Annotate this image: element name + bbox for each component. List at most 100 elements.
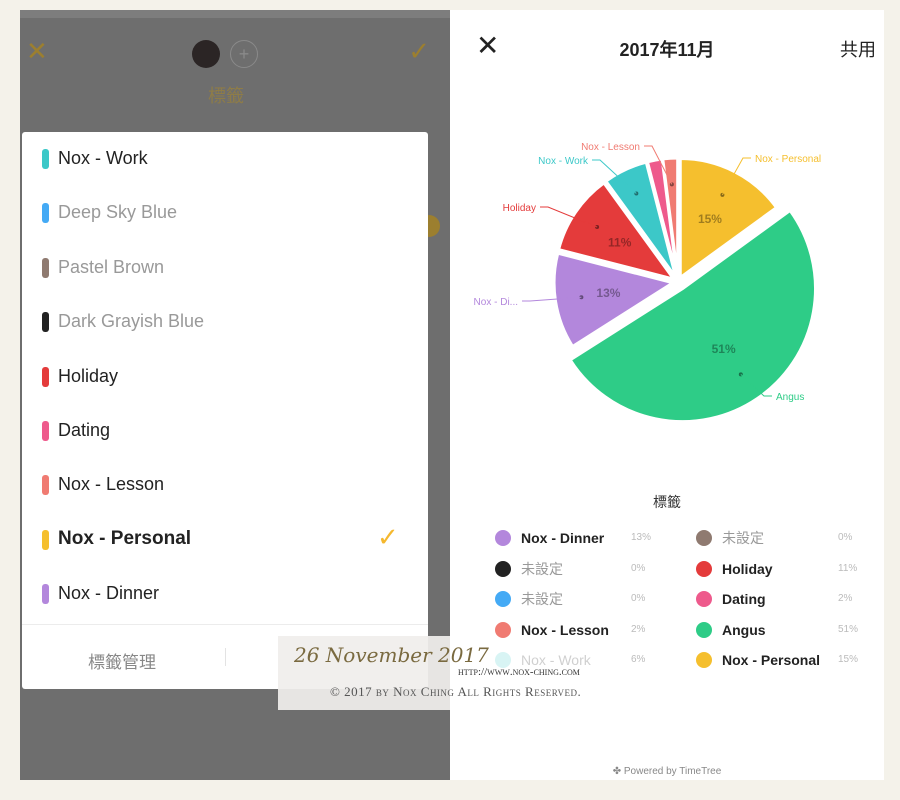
status-bar <box>20 10 450 18</box>
watermark-panel <box>278 636 450 710</box>
label-item[interactable]: Nox - Personal ✓ <box>22 513 428 567</box>
callout-label: Nox - Personal <box>755 154 821 165</box>
callout-line <box>592 159 637 194</box>
legend-percent: 2% <box>838 593 853 604</box>
pie-slice[interactable] <box>552 251 677 349</box>
page-title: 2017年11月 <box>619 40 715 60</box>
label-color-swatch <box>42 366 49 387</box>
legend-label: Angus <box>722 621 766 638</box>
watermark-date: 26 November 2017 <box>294 643 489 667</box>
label-item-name: Pastel Brown <box>58 256 165 277</box>
slice-percent-label: 11% <box>608 235 632 249</box>
label-menu: Nox - Work Deep Sky Blue Pastel Brown Dark … <box>22 132 428 689</box>
legend-color-dot <box>696 560 712 577</box>
label-item[interactable]: Nox - Dinner <box>22 567 428 621</box>
label-color-swatch <box>42 584 49 605</box>
legend-color-dot <box>696 621 712 638</box>
legend-color-dot <box>495 621 511 638</box>
legend-color-dot <box>495 530 511 546</box>
label-color-swatch <box>42 475 49 496</box>
callout-label: Nox - Di... <box>474 297 518 308</box>
label-item-name: Nox - Personal <box>58 527 192 549</box>
legend-percent: 0% <box>838 532 853 543</box>
label-item[interactable]: Pastel Brown <box>22 241 428 295</box>
add-member-icon[interactable]: + <box>230 40 258 68</box>
label-color-swatch <box>42 257 49 278</box>
label-item[interactable]: Nox - Work <box>22 132 428 186</box>
stats-screen: ✕ 2017年11月 共用 15% Nox - Personal 51% Angus 1… <box>450 10 884 780</box>
legend-label: 未設定 <box>722 530 764 546</box>
pie-slice[interactable] <box>568 208 817 424</box>
legend-item: Angus 51% <box>696 619 861 641</box>
legend-item: Nox - Lesson 2% <box>495 619 660 641</box>
legend-color-dot <box>696 530 712 546</box>
watermark-copyright: © 2017 by Nox Ching All Rights Reserved. <box>330 684 582 699</box>
callout-line <box>721 157 751 196</box>
label-item[interactable]: Holiday <box>22 350 428 404</box>
share-button[interactable]: 共用 <box>840 40 876 60</box>
legend-label: Nox - Lesson <box>521 621 609 638</box>
legend-label: Holiday <box>722 560 773 577</box>
editor-header: ✕ + ✓ <box>20 18 450 78</box>
label-item[interactable]: Dark Grayish Blue <box>22 295 428 349</box>
legend-color-dot <box>495 591 511 607</box>
pie-slice[interactable] <box>556 180 678 282</box>
label-item-name: Nox - Work <box>58 148 148 168</box>
label-item[interactable]: Deep Sky Blue <box>22 186 428 240</box>
background-title: 標籤 <box>208 86 244 106</box>
label-item-name: Deep Sky Blue <box>58 202 178 223</box>
screenshot-frame: ✕ + ✓ 標籤 Nox - Work Deep Sky Blue Pastel B… <box>20 10 884 780</box>
label-picker-screen: ✕ + ✓ 標籤 Nox - Work Deep Sky Blue Pastel B… <box>20 10 450 780</box>
label-color-swatch <box>42 312 49 333</box>
callout-line <box>540 206 598 228</box>
legend-item: Holiday 11% <box>696 558 861 580</box>
legend-item: Nox - Personal 15% <box>696 649 861 671</box>
legend-label: Nox - Dinner <box>521 530 605 546</box>
callout-line <box>740 374 772 397</box>
legend-item: Dating 2% <box>696 588 861 610</box>
label-item[interactable]: Dating <box>22 404 428 458</box>
legend-percent: 6% <box>631 654 646 665</box>
legend-color-dot <box>495 560 511 577</box>
label-color-swatch <box>42 149 49 169</box>
pie-slice[interactable] <box>661 156 680 278</box>
avatar[interactable] <box>192 40 220 68</box>
powered-by: ✤ Powered by TimeTree <box>450 766 884 777</box>
slice-percent-label: 51% <box>712 342 736 356</box>
legend-item: 未設定 0% <box>495 588 660 610</box>
close-icon[interactable]: ✕ <box>26 36 48 66</box>
callout-anchor <box>669 182 674 187</box>
watermark-url: http://www.nox-ching.com <box>458 666 580 678</box>
label-item-name: Dating <box>58 420 111 440</box>
label-color-swatch <box>42 203 49 224</box>
label-item-name: Holiday <box>58 365 119 386</box>
legend-item: Nox - Dinner 13% <box>495 527 660 549</box>
legend-color-dot <box>696 591 712 607</box>
legend-item: 未設定 0% <box>495 558 660 580</box>
legend-percent: 13% <box>631 532 652 543</box>
pie-slice[interactable] <box>678 157 779 281</box>
legend-percent: 11% <box>838 562 858 574</box>
legend-percent: 0% <box>631 562 646 574</box>
label-color-swatch <box>42 421 49 441</box>
legend-percent: 51% <box>838 623 859 635</box>
manage-labels-button[interactable]: 標籤管理 <box>88 653 156 672</box>
powered-by-text: Powered by TimeTree <box>623 766 722 777</box>
legend-item: Nox - Work 6% <box>495 649 660 671</box>
legend-item: 未設定 0% <box>696 527 861 549</box>
close-icon[interactable]: ✕ <box>476 30 500 61</box>
legend-color-dot <box>696 652 712 668</box>
legend-label: Dating <box>722 591 766 607</box>
label-item-name: Nox - Lesson <box>58 474 165 495</box>
legend-percent: 15% <box>838 654 859 665</box>
pie-chart: 15% Nox - Personal 51% Angus 13% Nox - Di... 1… <box>474 142 821 424</box>
label-item[interactable]: Nox - Lesson <box>22 458 428 512</box>
label-item-name: Nox - Dinner <box>58 583 160 604</box>
label-color-swatch <box>42 529 49 550</box>
legend-label: Nox - Personal <box>722 652 821 668</box>
callout-label: Nox - Lesson <box>581 142 640 153</box>
legend-percent: 2% <box>631 623 646 635</box>
legend-percent: 0% <box>631 593 646 604</box>
selected-check-icon: ✓ <box>377 521 399 552</box>
confirm-check-icon[interactable]: ✓ <box>408 36 430 66</box>
